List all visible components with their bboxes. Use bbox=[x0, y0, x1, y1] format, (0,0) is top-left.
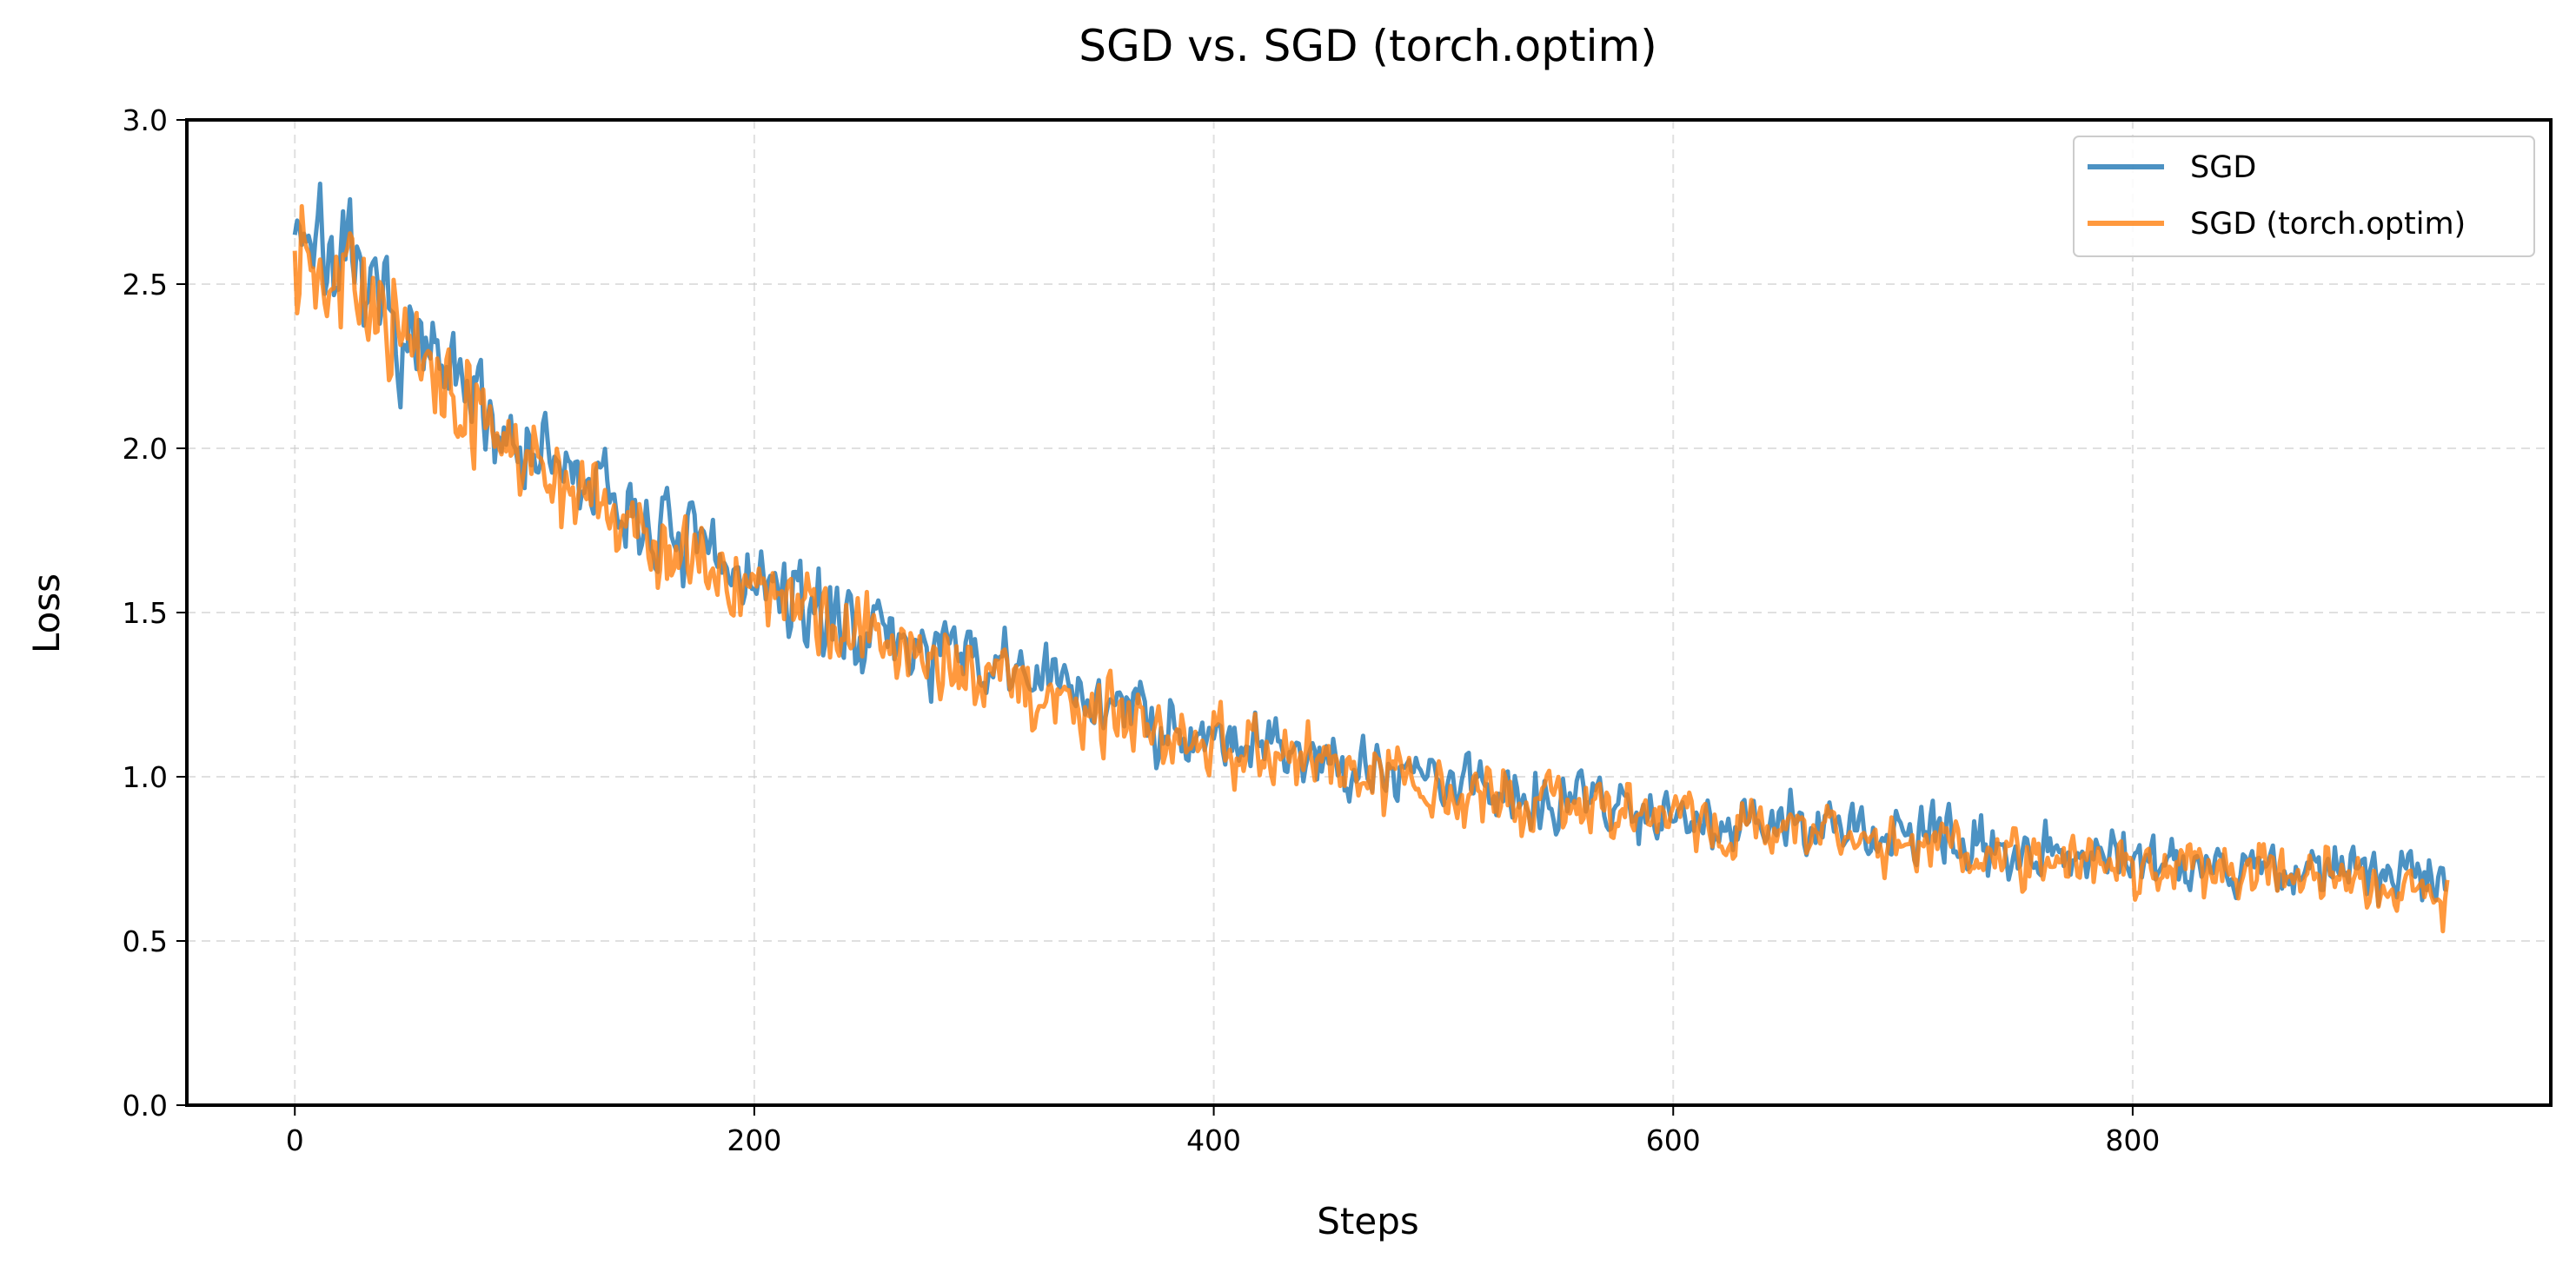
y-axis: 0.0 0.5 1.0 1.5 2.0 2.5 3.0 bbox=[123, 103, 187, 1123]
x-axis-label: Steps bbox=[1317, 1200, 1419, 1242]
y-tick-label: 2.5 bbox=[123, 268, 168, 301]
y-tick-label: 1.0 bbox=[123, 760, 168, 794]
x-tick-label: 0 bbox=[286, 1123, 304, 1157]
legend-box bbox=[2073, 136, 2535, 257]
legend-label-sgd-torch-optim: SGD (torch.optim) bbox=[2190, 207, 2466, 242]
x-tick-label: 400 bbox=[1186, 1123, 1241, 1157]
y-tick-label: 2.0 bbox=[123, 432, 168, 466]
y-tick-label: 0.0 bbox=[123, 1089, 168, 1123]
x-tick-label: 600 bbox=[1646, 1123, 1701, 1157]
y-tick-label: 3.0 bbox=[123, 103, 168, 137]
y-tick-label: 1.5 bbox=[123, 596, 168, 630]
legend-label-sgd: SGD bbox=[2190, 150, 2256, 185]
x-tick-label: 800 bbox=[2105, 1123, 2160, 1157]
y-axis-label: Loss bbox=[25, 573, 68, 653]
series-line-sgd-torch-optim bbox=[292, 203, 2450, 934]
x-axis: 0 200 400 600 800 bbox=[286, 1105, 2160, 1157]
series-layer bbox=[292, 182, 2450, 934]
chart-title: SGD vs. SGD (torch.optim) bbox=[1079, 21, 1656, 71]
y-tick-label: 0.5 bbox=[123, 924, 168, 958]
x-tick-label: 200 bbox=[727, 1123, 781, 1157]
legend: SGD SGD (torch.optim) bbox=[2073, 136, 2535, 257]
